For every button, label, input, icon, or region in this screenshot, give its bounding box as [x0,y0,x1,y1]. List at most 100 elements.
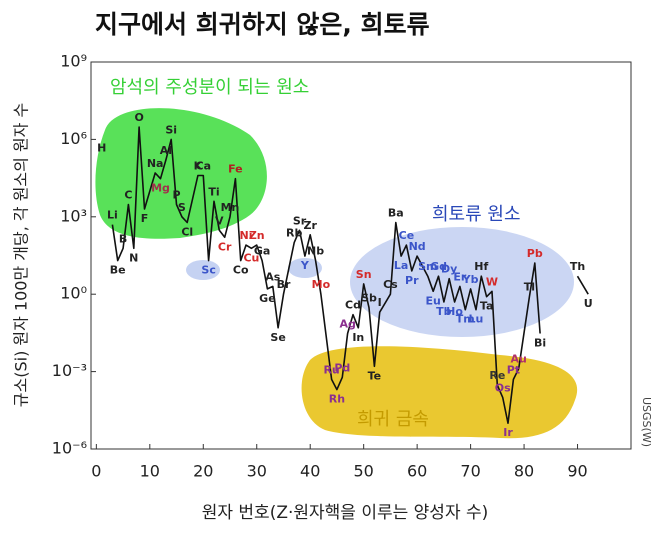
y-tick-label: 10⁻⁶ [52,439,87,458]
element-label: Br [277,278,291,291]
element-label: Tl [524,281,535,294]
element-label: Cu [243,251,259,264]
element-label: Be [110,264,126,277]
element-label: Mg [151,182,170,195]
element-label: S [178,201,186,214]
element-label: Co [233,264,249,277]
element-label: Ge [259,292,276,305]
x-tick-label: 20 [193,462,213,481]
element-label: Ta [480,300,494,313]
x-tick-label: 30 [247,462,267,481]
element-label: V [215,214,224,227]
element-label: Cr [218,240,232,253]
element-label: Ho [446,305,463,318]
element-label: Au [511,353,527,366]
element-label: Tb [436,305,452,318]
element-label: Nb [307,245,324,258]
element-label: Te [368,369,382,382]
element-label: Na [147,157,164,170]
x-tick-label: 10 [140,462,160,481]
element-label: F [141,212,149,225]
element-label: Rb [286,227,302,240]
element-label: Hf [474,260,488,273]
abundance-line [111,126,589,424]
element-label: Cl [181,226,193,239]
element-label: Ba [388,207,404,220]
y-tick-label: 10⁶ [60,129,87,148]
element-label: O [134,111,143,124]
element-label: H [97,141,106,154]
element-label: Nd [409,240,426,253]
element-label: Ru [323,363,339,376]
element-label: Ga [254,245,270,258]
y-tick-label: 10⁰ [60,284,87,303]
y-tick-label: 10⁹ [60,52,87,71]
element-label: Se [270,331,285,344]
element-label: Cs [383,278,398,291]
element-label: Re [489,369,505,382]
element-label: Al [160,144,172,157]
annotation: 암석의 주성분이 되는 원소 [110,77,309,98]
sc-highlight [186,260,220,280]
element-label: Sn [356,268,372,281]
element-label: Ti [208,185,219,198]
element-label: W [486,275,498,288]
x-tick-label: 50 [353,462,373,481]
element-label: Li [107,209,118,222]
element-label: Gd [430,260,447,273]
x-tick-label: 0 [91,462,101,481]
element-label: As [265,270,281,283]
element-label: P [173,188,181,201]
x-tick-label: 80 [514,462,534,481]
x-axis-label: 원자 번호(Z·원자핵을 이루는 양성자 수) [202,503,489,523]
x-tick-label: 70 [460,462,480,481]
element-label: Pt [507,363,520,376]
element-label: La [394,259,408,272]
element-label: Sb [361,292,377,305]
element-label: Tm [456,313,475,326]
element-label: Sm [418,260,437,273]
element-label: U [584,297,593,310]
element-label: Yb [462,273,479,286]
element-label: Zr [304,219,318,232]
element-label: Eu [425,294,440,307]
element-label: Sr [293,214,307,227]
plot-frame [90,61,632,450]
annotation: 희토류 원소 [432,204,521,225]
x-tick-label: 90 [567,462,587,481]
credit: USGS(W) [640,397,653,447]
element-label: Lu [469,313,484,326]
element-label: Pr [405,274,419,287]
rare-earth-region [350,227,574,337]
element-label: Os [495,381,511,394]
element-label: Pb [527,247,543,260]
element-label: Cd [345,299,361,312]
element-label: N [129,251,138,264]
x-tick-label: 60 [407,462,427,481]
element-label: Mo [312,278,331,291]
element-label: Dy [441,263,457,276]
element-label: Pd [334,361,350,374]
element-label: Y [300,259,310,272]
element-label: Ir [503,426,513,439]
element-label: Bi [534,336,546,349]
element-label: I [378,296,382,309]
element-label: Mn [221,201,240,214]
element-label: In [352,331,364,344]
element-label: Fe [228,163,243,176]
element-label: B [119,232,127,245]
y-tick-label: 10³ [60,206,87,225]
element-label: Ce [399,229,415,242]
element-label: Th [570,260,585,273]
chart-title: 지구에서 희귀하지 않은, 희토류 [95,10,430,39]
element-label: Si [165,123,177,136]
y-highlight [288,258,322,278]
annotation: 희귀 금속 [357,409,429,430]
y-tick-label: 10⁻³ [52,361,87,380]
element-label: Er [453,270,467,283]
element-label: Zn [249,229,265,242]
y-axis-label: 규소(Si) 원자 100만 개당, 각 원소의 원자 수 [12,103,31,407]
element-label: Rh [329,393,345,406]
